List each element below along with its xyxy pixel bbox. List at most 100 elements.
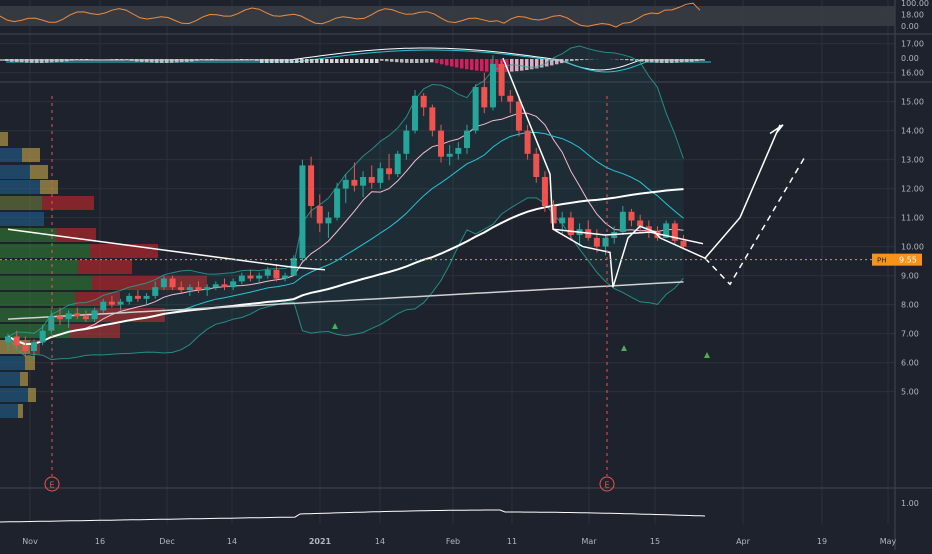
candle-body	[447, 154, 453, 157]
macd-histogram-bar	[275, 59, 279, 63]
macd-histogram-bar	[380, 59, 384, 61]
price-tick-label: 11.00	[901, 214, 924, 223]
candle-body	[299, 165, 305, 258]
last-price-label: 9.55	[899, 256, 917, 265]
candle-body	[507, 96, 513, 102]
volume-profile-bar	[78, 260, 132, 274]
macd-histogram-bar	[145, 59, 149, 62]
candle-body	[438, 131, 444, 157]
candle-body	[144, 296, 150, 299]
candle-body	[499, 64, 505, 96]
candle-body	[118, 302, 124, 305]
macd-histogram-bar	[170, 59, 174, 63]
candle-body	[395, 154, 401, 174]
rsi-tick-label: 100.00	[901, 0, 929, 8]
earnings-marker-label: E	[604, 481, 609, 490]
macd-histogram-bar	[410, 59, 414, 63]
candle-body	[57, 316, 63, 319]
candle-body	[412, 96, 418, 131]
macd-histogram-bar	[250, 59, 254, 60]
candle-body	[48, 316, 54, 331]
macd-histogram-bar	[645, 59, 649, 62]
price-tick-label: 16.00	[901, 69, 924, 78]
macd-histogram-bar	[430, 59, 434, 62]
candle-body	[429, 107, 435, 130]
candle-body	[282, 276, 288, 279]
macd-histogram-bar	[25, 59, 29, 63]
macd-histogram-bar	[255, 59, 259, 61]
macd-histogram-bar	[315, 59, 319, 63]
macd-histogram-bar	[155, 59, 159, 63]
volume-profile-bar	[0, 196, 42, 210]
macd-histogram-bar	[465, 59, 469, 69]
candle-body	[126, 296, 132, 302]
macd-histogram-bar	[135, 59, 139, 61]
volume-profile-bar	[20, 372, 28, 386]
candle-body	[247, 276, 253, 279]
macd-histogram-bar	[700, 59, 704, 61]
macd-histogram-bar	[640, 59, 644, 62]
macd-histogram-bar	[695, 59, 699, 61]
candle-body	[22, 345, 28, 351]
price-tick-label: 12.00	[901, 185, 924, 194]
candle-body	[308, 165, 314, 206]
macd-histogram-bar	[160, 59, 164, 63]
macd-histogram-bar	[370, 59, 374, 63]
candle-body	[83, 316, 89, 319]
x-tick-label: Apr	[736, 537, 751, 546]
candle-body	[490, 64, 496, 108]
macd-histogram-bar	[435, 59, 439, 63]
candle-body	[74, 313, 80, 316]
macd-histogram-bar	[310, 59, 314, 63]
macd-histogram-bar	[340, 59, 344, 63]
macd-histogram-bar	[265, 59, 269, 63]
x-tick-label: 19	[817, 537, 827, 546]
price-tick-label: 8.00	[901, 301, 919, 310]
volume-profile-bar	[0, 372, 20, 386]
macd-histogram-bar	[175, 59, 179, 63]
macd-histogram-bar	[655, 59, 659, 63]
price-tick-label: 14.00	[901, 127, 924, 136]
price-tick-label: 17.00	[901, 40, 924, 49]
price-tick-label: 15.00	[901, 98, 924, 107]
volume-profile-bar	[30, 165, 48, 179]
x-tick-label: 14	[375, 537, 385, 546]
macd-histogram-bar	[400, 59, 404, 63]
candle-body	[360, 177, 366, 186]
candle-body	[178, 287, 184, 290]
price-tick-label: 7.00	[901, 330, 919, 339]
candle-body	[239, 276, 245, 282]
rsi-band	[0, 6, 895, 26]
candle-body	[403, 131, 409, 154]
bottom-tick-label: 1.00	[901, 499, 919, 508]
macd-histogram-bar	[5, 59, 9, 61]
candle-body	[603, 238, 609, 247]
x-tick-label: Feb	[446, 537, 460, 546]
candle-body	[100, 302, 106, 311]
macd-histogram-bar	[130, 59, 134, 61]
x-tick-label: Mar	[581, 537, 597, 546]
x-tick-label: Nov	[22, 537, 38, 546]
volume-profile-bar	[28, 388, 36, 402]
candle-body	[256, 276, 262, 279]
x-tick-label: 2021	[309, 537, 332, 546]
macd-histogram-bar	[670, 59, 674, 63]
macd-histogram-bar	[450, 59, 454, 66]
candle-body	[568, 218, 574, 235]
macd-histogram-bar	[390, 59, 394, 62]
symbol-badge: PH	[877, 257, 887, 265]
price-tick-label: 13.00	[901, 156, 924, 165]
volume-profile-bar	[22, 148, 40, 162]
volume-profile-bar	[0, 260, 78, 274]
volume-profile-bar	[0, 356, 25, 370]
candle-body	[92, 310, 98, 319]
macd-histogram-bar	[80, 59, 84, 60]
x-tick-label: Dec	[159, 537, 174, 546]
macd-histogram-bar	[345, 59, 349, 63]
macd-histogram-bar	[120, 59, 124, 60]
macd-histogram-bar	[245, 59, 249, 60]
macd-histogram-bar	[350, 59, 354, 63]
macd-histogram-bar	[15, 59, 19, 62]
macd-histogram-bar	[415, 59, 419, 63]
